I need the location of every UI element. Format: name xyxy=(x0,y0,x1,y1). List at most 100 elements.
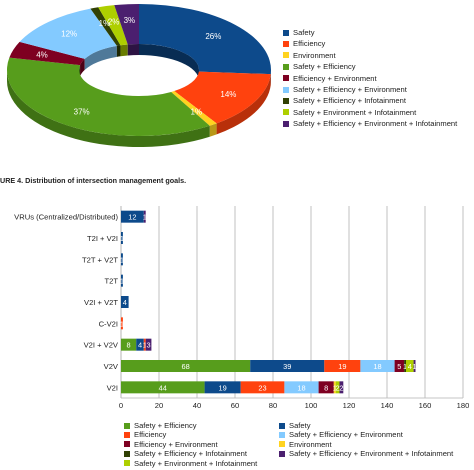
donut-hole-wall-efficiency-environment xyxy=(80,58,85,77)
bar-legend-label: Safety + Efficiency xyxy=(134,421,197,430)
donut-slice-label: 37% xyxy=(74,107,90,116)
donut-legend-item-safety-environment-infotainment: Safety + Environment + Infotainment xyxy=(283,108,416,117)
figure-caption: URE 4. Distribution of intersection mana… xyxy=(0,176,186,185)
bar-value-label: 1 xyxy=(120,234,124,243)
donut-slice-safety-efficiency-infotainment xyxy=(90,7,121,46)
donut-legend-label: Safety + Efficiency xyxy=(293,62,356,72)
bar-value-label: 2 xyxy=(336,383,340,392)
donut-slice-safety-efficiency-environment xyxy=(19,8,117,59)
donut-legend-label: Safety + Efficiency + Environment xyxy=(293,85,407,94)
bar-segment-efficiency xyxy=(143,338,146,351)
category-label: V2V xyxy=(104,362,119,371)
donut-slice-safety-environment-infotainment xyxy=(98,5,128,46)
bar-legend-label: Safety + Environment + Infotainment xyxy=(134,458,258,468)
donut-slice-environment xyxy=(171,91,217,126)
donut-legend-swatch xyxy=(283,120,289,127)
bar-value-label: 8 xyxy=(324,383,328,392)
bar-legend-swatch xyxy=(124,431,130,438)
bar-value-label: 1 xyxy=(120,255,124,264)
donut-legend-item-environment: Environment xyxy=(283,51,336,60)
bar-value-label: 1 xyxy=(143,213,147,222)
bar-legend-label: Efficiency + Environment xyxy=(134,439,218,449)
x-tick-label: 40 xyxy=(193,401,201,410)
bar-legend-swatch xyxy=(279,431,285,438)
bar-segment-safety-environment-infotainment xyxy=(406,360,414,372)
donut-legend-label: Environment xyxy=(293,50,336,60)
donut-hole-wall-safety-efficiency-infotainment xyxy=(116,45,121,57)
bar-segment-efficiency-environment xyxy=(394,360,405,372)
donut-legend-swatch xyxy=(283,97,289,104)
donut-slice-safety-efficiency-environment-infotainment xyxy=(114,4,139,45)
donut-legend-item-safety-efficiency-environment-infotainment: Safety + Efficiency + Environment + Info… xyxy=(283,119,457,128)
bar-segment-safety xyxy=(250,360,325,372)
donut-legend-label: Safety xyxy=(293,28,315,37)
bar-legend-swatch xyxy=(279,422,285,429)
donut-legend-item-efficiency: Efficiency xyxy=(283,39,325,48)
x-tick-label: 120 xyxy=(343,401,356,410)
bar-segment-safety-efficiency xyxy=(121,381,205,394)
bar-segment-safety xyxy=(121,253,123,266)
bar-legend-label: Safety + Efficiency + Environment xyxy=(289,430,403,440)
bar-value-label: 4 xyxy=(138,341,142,350)
bar-value-label: 1 xyxy=(143,341,147,350)
donut-slice-label: 12% xyxy=(61,30,77,39)
donut-legend-label: Safety + Efficiency + Infotainment xyxy=(293,96,406,106)
bar-value-label: 39 xyxy=(283,362,291,371)
bar-segment-safety xyxy=(204,381,241,394)
x-tick-label: 0 xyxy=(119,401,123,410)
donut-legend-swatch xyxy=(283,40,289,47)
x-tick-label: 80 xyxy=(269,401,277,410)
donut-legend-swatch xyxy=(283,86,289,93)
donut-legend-swatch xyxy=(283,52,289,59)
bar-segment-safety xyxy=(121,210,144,223)
category-label: T2I + V2I xyxy=(87,234,118,243)
category-label: V2I + V2T xyxy=(84,298,118,307)
bar-value-label: 5 xyxy=(397,362,401,371)
bar-legend-item-environment: Environment xyxy=(279,440,332,449)
bar-legend-label: Safety xyxy=(289,421,311,430)
donut-legend-item-safety-efficiency-environment: Safety + Efficiency + Environment xyxy=(283,85,407,94)
bar-segment-safety-efficiency-environment xyxy=(284,381,319,394)
bar-segment-safety-efficiency-environment xyxy=(360,360,395,372)
bar-value-label: 1 xyxy=(412,362,416,371)
x-tick-label: 100 xyxy=(305,401,318,410)
bar-legend-item-safety-efficiency-infotainment: Safety + Efficiency + Infotainment xyxy=(124,449,247,458)
x-tick-label: 160 xyxy=(419,401,432,410)
bar-segment-efficiency xyxy=(240,381,285,394)
x-tick-label: 180 xyxy=(457,401,470,410)
bar-segment-safety-efficiency xyxy=(121,338,137,351)
bar-legend-swatch xyxy=(124,450,130,457)
category-label: C-V2I xyxy=(99,319,118,328)
bar-segment-efficiency xyxy=(324,360,361,372)
donut-slice-label: 26% xyxy=(205,32,221,41)
bar-value-label: 19 xyxy=(219,383,227,392)
bar-value-label: 1 xyxy=(120,277,124,286)
bar-legend-item-safety-environment-infotainment: Safety + Environment + Infotainment xyxy=(124,459,257,468)
bar-segment-safety-efficiency-environment-infotainment xyxy=(145,338,152,351)
bar-value-label: 3 xyxy=(146,341,150,350)
category-label: T2T xyxy=(104,277,118,286)
donut-legend-item-safety: Safety xyxy=(283,28,315,37)
donut-slice-safety xyxy=(139,4,271,75)
bar-segment-safety-efficiency xyxy=(121,360,251,372)
bar-segment-safety xyxy=(121,232,123,244)
donut-legend-swatch xyxy=(283,75,289,82)
figure-caption-label: URE 4. xyxy=(0,176,24,185)
bar-legend-item-safety-efficiency-environment: Safety + Efficiency + Environment xyxy=(279,430,403,439)
donut-slice-label: 4% xyxy=(36,51,48,60)
x-tick-label: 20 xyxy=(155,401,163,410)
donut-side-efficiency xyxy=(216,74,271,135)
bar-value-label: 19 xyxy=(338,362,346,371)
bar-value-label: 1 xyxy=(120,319,124,328)
bar-segment-safety-environment-infotainment xyxy=(335,381,340,394)
bar-segment-safety-efficiency-environment-infotainment xyxy=(143,210,146,223)
bar-segment-safety xyxy=(136,338,144,351)
donut-slice-label: 1% xyxy=(191,107,203,116)
bar-value-label: 2 xyxy=(339,383,343,392)
donut-hole-wall-safety-efficiency-environment xyxy=(84,45,117,70)
bar-legend-label: Safety + Efficiency + Infotainment xyxy=(134,449,247,459)
bar-value-label: 44 xyxy=(159,383,167,392)
donut-legend-label: Efficiency + Environment xyxy=(293,73,377,83)
bar-segment-efficiency-environment xyxy=(318,381,334,394)
donut-hole-wall-safety xyxy=(139,44,199,81)
